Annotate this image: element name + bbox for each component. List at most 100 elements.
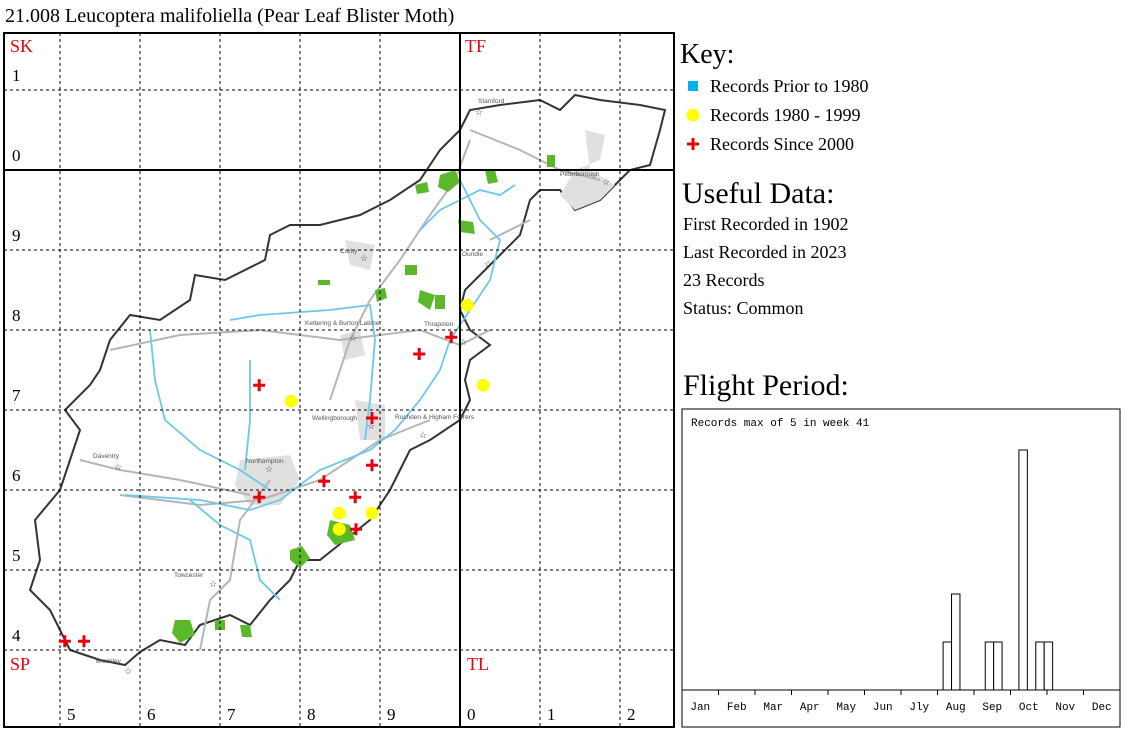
flight-bar [1043,641,1054,691]
useful-data-line: First Recorded in 1902 [683,214,848,234]
place-name: Brackley [96,658,122,665]
grid-row-label: 5 [12,546,21,565]
grid-square-label: TF [465,36,486,56]
flight-chart-frame [681,408,1121,728]
place-name: Towcester [174,572,204,579]
grid-row-label: 8 [12,306,21,325]
grid-square-label: TL [467,654,489,674]
place-name: Northampton [246,458,284,465]
flight-bar [951,593,961,691]
record-marker [460,298,474,312]
record-marker [58,635,71,648]
key-swatch [688,81,698,91]
record-marker [78,635,90,648]
useful-data-line: Last Recorded in 2023 [683,242,846,262]
month-label: Oct [1019,702,1039,714]
grid-row-label: 7 [12,386,21,405]
map-frame [3,32,675,728]
key-label: Records Since 2000 [710,134,854,154]
key-label: Records 1980 - 1999 [710,105,860,125]
place-name: Oundle [462,251,483,258]
grid-row-label: 6 [12,466,21,485]
place-name: Daventry [93,453,120,460]
grid [4,33,674,727]
month-label: Nov [1055,702,1075,714]
record-marker [349,491,362,504]
grid-column-label: 7 [227,705,236,724]
month-label: Mar [763,702,783,714]
key-label: Records Prior to 1980 [710,76,868,96]
flight-bar [993,641,1003,691]
place-name: Wellingborough [312,415,357,422]
grid-square-label: SK [10,36,33,56]
place-star: ☆ [602,177,610,187]
month-label: Feb [727,702,747,714]
grid-column-label: 9 [387,705,396,724]
month-label: Jan [690,702,710,714]
grid-column-label: 0 [467,705,476,724]
month-label: Aug [946,702,966,714]
record-marker [318,475,330,488]
place-star: ☆ [114,462,122,472]
flight-bar [984,641,995,691]
place-name: Kettering & Burton Latimer [305,320,382,327]
place-name: Corby [340,248,358,255]
month-label: Jun [873,702,893,714]
month-label: Apr [800,702,820,714]
flight-note: Records max of 5 in week 41 [691,418,870,430]
flight-bar [942,641,953,691]
grid-row-label: 9 [12,226,21,245]
place-name: Thrapston [424,321,454,328]
place-name: Stamford [478,98,505,105]
place-star: ☆ [419,430,427,440]
grid-column-label: 2 [627,705,636,724]
key-title: Key: [680,39,734,70]
record-marker [350,523,362,536]
key-swatch [686,108,700,122]
grid-row-label: 1 [12,66,21,85]
grid-column-label: 1 [547,705,556,724]
useful-data-line: Status: Common [683,298,804,318]
place-star: ☆ [209,579,217,589]
record-marker [284,394,298,408]
month-label: Jly [909,702,929,714]
grid-square-label: SP [10,654,30,674]
record-marker [253,491,266,504]
place-star: ☆ [265,464,273,474]
record-marker [366,459,378,472]
record-marker [332,522,346,536]
grid-column-label: 8 [307,705,316,724]
place-star: ☆ [459,337,467,347]
flight-bar [1018,449,1028,691]
record-marker [476,378,490,392]
month-label: May [836,702,856,714]
month-label: Sep [982,702,1002,714]
title: 21.008 Leucoptera malifoliella (Pear Lea… [5,5,454,27]
grid-column-label: 6 [147,705,156,724]
place-star: ☆ [349,333,357,343]
record-marker [445,331,458,344]
month-label: Dec [1092,702,1112,714]
record-marker [253,379,266,392]
grid-column-label: 5 [67,705,76,724]
record-marker [413,348,426,360]
place-star: ☆ [475,107,483,117]
place-name: Peterborough [560,171,600,178]
place-star: ☆ [367,421,375,431]
grid-row-label: 4 [12,626,21,645]
record-marker [366,412,378,424]
place-star: ☆ [360,253,368,263]
place-star: ☆ [484,259,492,269]
place-name: Rushden & Higham Ferrers [395,414,475,421]
record-marker [365,506,379,520]
flight-bar [1035,641,1045,691]
useful-data-title: Useful Data: [682,177,834,210]
place-star: ☆ [124,666,132,676]
key-swatch [687,138,699,150]
flight-title: Flight Period: [683,369,849,402]
grid-row-label: 0 [12,146,21,165]
useful-data-line: 23 Records [683,270,764,290]
